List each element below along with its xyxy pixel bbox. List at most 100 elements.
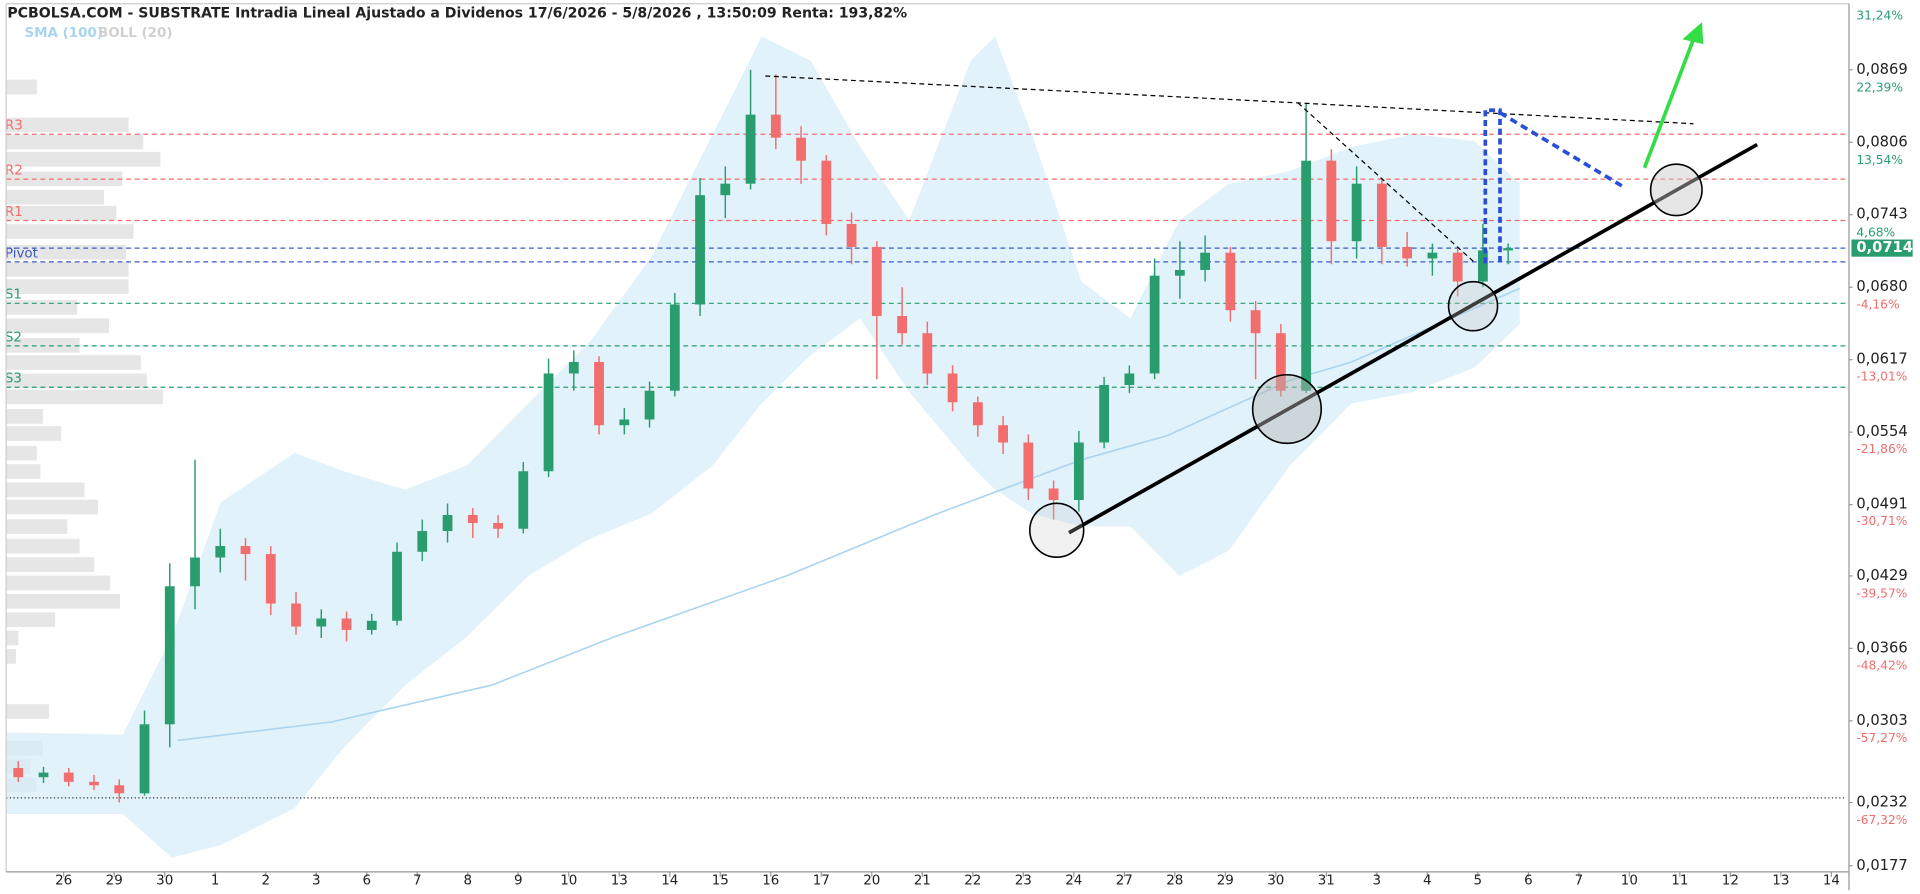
y-tick-label: 0,0232	[1856, 794, 1907, 811]
y-tick-label: 0,0680	[1856, 278, 1907, 295]
x-tick-label: 28	[1166, 873, 1183, 888]
x-tick-label: 29	[106, 873, 123, 888]
y-tick-label: 0,0617	[1856, 351, 1907, 368]
x-tick-label: 11	[1671, 873, 1688, 888]
pct-tick-label: -67,32%	[1856, 813, 1907, 827]
candle-body	[114, 785, 125, 794]
level-label: Pivot	[5, 246, 38, 261]
x-tick-label: 30	[156, 873, 173, 888]
x-tick-label: 31	[1318, 873, 1335, 888]
candle-body	[1427, 252, 1438, 259]
x-tick-label: 3	[1373, 873, 1382, 888]
last-price-label: 0,0714	[1856, 239, 1913, 256]
x-tick-label: 8	[463, 873, 472, 888]
y-tick-label: 0,0806	[1856, 133, 1907, 150]
candle-body	[1402, 246, 1413, 259]
pct-tick-label: -13,01%	[1856, 370, 1907, 384]
candle-body	[1174, 269, 1185, 276]
y-tick-label: 0,0303	[1856, 712, 1907, 729]
volume-profile	[6, 79, 163, 793]
candle-body	[1149, 275, 1160, 374]
x-tick-label: 5	[1474, 873, 1483, 888]
candle-body	[1452, 252, 1463, 282]
x-tick-label: 17	[813, 873, 830, 888]
candle-body	[63, 772, 74, 782]
candle-body	[871, 246, 882, 316]
candle-body	[897, 315, 907, 334]
candle-body	[341, 618, 352, 630]
pct-tick-label: -30,71%	[1856, 514, 1907, 528]
pct-tick-label: 13,54%	[1856, 153, 1903, 167]
level-label: R3	[5, 119, 23, 134]
level-label: R1	[5, 205, 23, 220]
candle-body	[417, 531, 428, 552]
candle-body	[1301, 160, 1312, 391]
circle	[1447, 280, 1499, 332]
y-tick-label: 0,0554	[1856, 423, 1907, 440]
candle-body	[190, 557, 200, 587]
candle-body	[1099, 384, 1110, 443]
candle-body	[1023, 442, 1034, 489]
legend-boll: BOLL (20)	[98, 26, 173, 41]
legend-sma: SMA (100)	[24, 26, 103, 41]
candle-body	[215, 546, 226, 558]
y-tick-label: 0,0177	[1856, 857, 1907, 874]
pct-tick-label: -48,42%	[1856, 659, 1907, 673]
candle-body	[543, 373, 554, 472]
x-tick-label: 2	[261, 873, 270, 888]
level-label: S2	[5, 330, 22, 345]
candle-body	[38, 772, 49, 778]
candle-body	[846, 223, 857, 247]
y-tick-label: 0,0366	[1856, 639, 1907, 656]
x-tick-label: 14	[1823, 873, 1840, 888]
candle-body	[265, 554, 276, 604]
candle-body	[1477, 250, 1488, 282]
annotations	[765, 22, 1759, 558]
x-tick-label: 14	[661, 873, 678, 888]
x-tick-label: 22	[964, 873, 981, 888]
x-tick-label: 10	[560, 873, 577, 888]
y-tick-label: 0,0743	[1856, 206, 1907, 223]
candle-body	[1200, 252, 1211, 270]
candle-body	[796, 137, 806, 161]
circle	[1649, 163, 1703, 217]
x-tick-label: 16	[762, 873, 779, 888]
candle-body	[922, 333, 933, 374]
x-tick-label: 20	[863, 873, 880, 888]
x-tick-label: 7	[1575, 873, 1584, 888]
candle-body	[392, 551, 402, 621]
support-line	[1068, 142, 1759, 535]
x-tick-label: 21	[914, 873, 931, 888]
candle-body	[316, 618, 327, 627]
level-label: S3	[5, 372, 22, 387]
x-tick-label: 6	[1524, 873, 1533, 888]
circle	[1251, 373, 1323, 445]
pct-tick-label: 22,39%	[1856, 81, 1903, 95]
candle-body	[821, 160, 832, 224]
blue-dashed	[1483, 108, 1502, 264]
x-tick-label: 23	[1015, 873, 1032, 888]
candle-body	[972, 402, 983, 426]
x-tick-label: 10	[1621, 873, 1638, 888]
candle-body	[1225, 252, 1236, 311]
pct-tick-label: -57,27%	[1856, 731, 1907, 745]
y-tick-label: 0,0429	[1856, 567, 1907, 584]
candle-body	[1351, 183, 1362, 242]
candle-body	[695, 195, 705, 305]
candle-body	[518, 471, 529, 529]
candle-body	[1376, 183, 1387, 247]
candle-body	[1503, 248, 1514, 251]
candle-body	[240, 546, 251, 555]
candle-body	[998, 425, 1008, 443]
candle-body	[13, 768, 24, 778]
candle-body	[366, 620, 377, 630]
candle-body	[139, 724, 150, 794]
candle-body	[669, 304, 680, 391]
x-tick-label: 12	[1722, 873, 1739, 888]
candle-body	[770, 114, 781, 138]
candle-body	[720, 183, 731, 196]
y-tick-label: 0,0869	[1856, 61, 1907, 78]
x-tick-label: 24	[1065, 873, 1082, 888]
